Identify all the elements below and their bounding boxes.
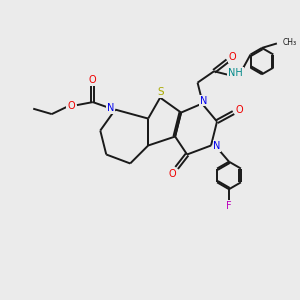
Text: NH: NH	[228, 68, 243, 78]
Text: O: O	[67, 101, 75, 111]
Text: N: N	[200, 96, 207, 106]
Text: S: S	[158, 87, 164, 97]
Text: O: O	[229, 52, 236, 62]
Text: CH₃: CH₃	[283, 38, 297, 47]
Text: O: O	[236, 105, 243, 115]
Text: F: F	[226, 201, 232, 211]
Text: O: O	[89, 75, 97, 85]
Text: N: N	[107, 103, 114, 113]
Text: O: O	[168, 169, 176, 179]
Text: N: N	[213, 141, 221, 151]
